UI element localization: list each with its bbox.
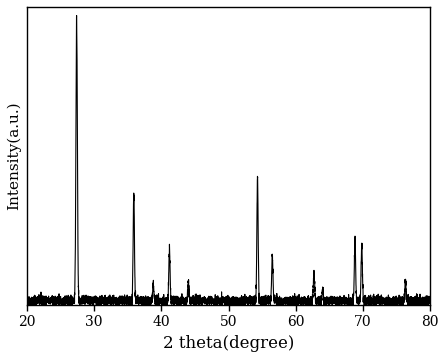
Y-axis label: Intensity(a.u.): Intensity(a.u.) [7,102,21,210]
X-axis label: 2 theta(degree): 2 theta(degree) [163,335,294,352]
